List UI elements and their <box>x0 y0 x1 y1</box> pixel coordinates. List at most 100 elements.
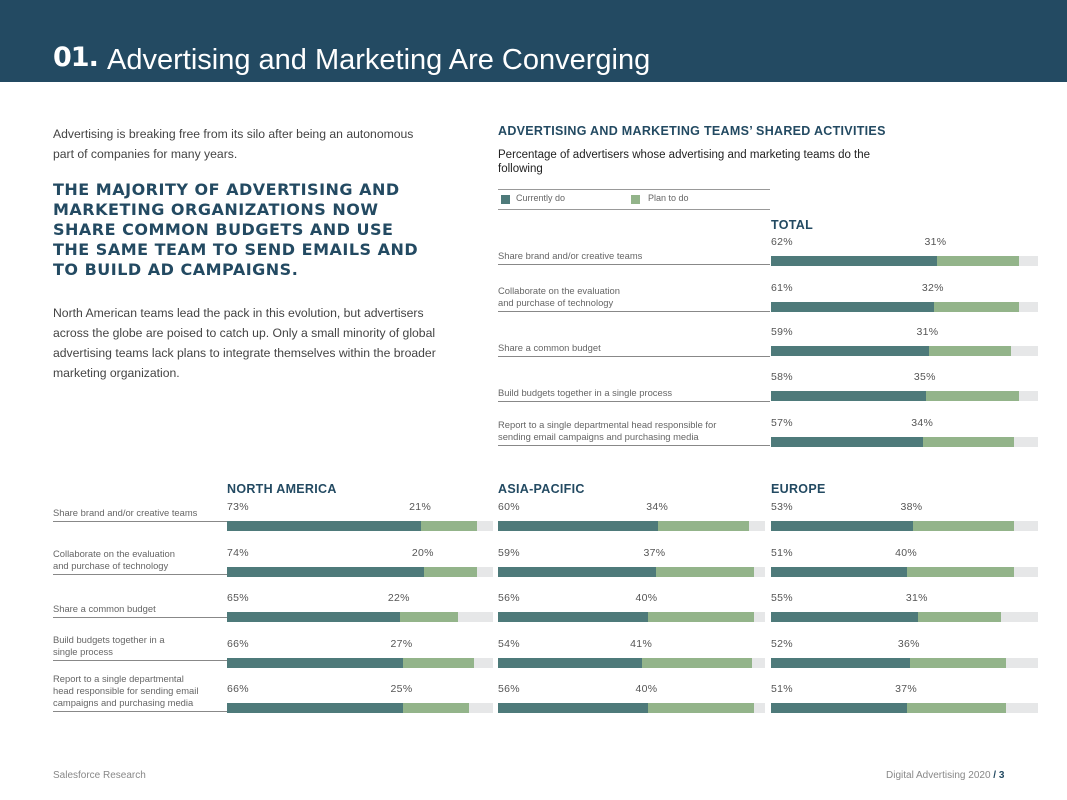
bar-group: 65% 22% <box>227 592 493 622</box>
bar-plan <box>907 703 1006 713</box>
bar-current <box>498 703 648 713</box>
value-label-current: 58% <box>771 371 793 383</box>
row-label-line: Build budgets together in a single proce… <box>498 387 673 398</box>
bar-current <box>227 567 424 577</box>
bar-group: 61% 32% <box>771 282 1038 312</box>
bar-plan <box>907 567 1014 577</box>
value-label-current: 74% <box>227 547 249 559</box>
value-label-plan: 40% <box>895 547 918 559</box>
bar-group: 60% 34% <box>498 501 765 531</box>
legend-swatch-current <box>501 195 510 204</box>
value-label-plan: 41% <box>630 638 653 650</box>
page-title: Advertising and Marketing Are Converging <box>107 44 651 76</box>
bar-current <box>771 612 918 622</box>
bar-plan <box>655 567 755 577</box>
bar-plan <box>928 346 1012 356</box>
bar-current <box>498 567 656 577</box>
bar-plan <box>399 612 459 622</box>
value-label-plan: 21% <box>409 501 432 513</box>
bar-plan <box>642 658 752 668</box>
bar-group: 55% 31% <box>771 592 1038 622</box>
bar-plan <box>402 658 475 668</box>
row-label-line: campaigns and purchasing media <box>53 697 194 708</box>
row-label: Share brand and/or creative teams <box>53 495 227 522</box>
section-number: 01. <box>53 42 99 73</box>
row-label-line: and purchase of technology <box>498 297 614 308</box>
value-label-plan: 25% <box>390 683 413 695</box>
bar-plan <box>658 521 749 531</box>
bar-current <box>227 658 403 668</box>
bar-group: 57% 34% <box>771 417 1038 447</box>
value-label-plan: 31% <box>905 592 928 604</box>
bar-plan <box>912 521 1014 531</box>
legend-label-current: Currently do <box>516 193 566 203</box>
row-label-line: sending email campaigns and purchasing m… <box>498 431 699 442</box>
bar-group: 66% 25% <box>227 683 493 713</box>
value-label-current: 56% <box>498 592 520 604</box>
bar-plan <box>917 612 1001 622</box>
bar-current <box>498 658 643 668</box>
row-label: Collaborate on the evaluation and purchas… <box>53 531 227 575</box>
bar-current <box>227 521 422 531</box>
row-label: Share a common budget <box>498 322 770 357</box>
value-label-plan: 31% <box>924 236 947 248</box>
bar-group: 52% 36% <box>771 638 1038 668</box>
bar-group: 58% 35% <box>771 371 1038 401</box>
value-label-current: 54% <box>498 638 520 650</box>
bar-group: 74% 20% <box>227 547 493 577</box>
bar-current <box>771 521 913 531</box>
section-heading-asia-pacific: ASIA-PACIFIC <box>498 482 585 496</box>
bar-plan <box>933 302 1020 312</box>
bar-current <box>227 612 400 622</box>
bar-current <box>227 703 403 713</box>
row-label-line: Build budgets together in a <box>53 634 165 645</box>
value-label-current: 51% <box>771 547 793 559</box>
bar-current <box>771 567 908 577</box>
row-label-line: Share a common budget <box>53 603 156 614</box>
bar-plan <box>909 658 1006 668</box>
row-label: Build budgets together in a single proce… <box>498 367 770 402</box>
bar-group: 56% 40% <box>498 592 765 622</box>
bar-current <box>771 703 908 713</box>
row-label-line: Collaborate on the evaluation <box>53 548 175 559</box>
row-label-line: single process <box>53 646 113 657</box>
bar-current <box>771 346 929 356</box>
value-label-plan: 40% <box>635 592 658 604</box>
value-label-current: 53% <box>771 501 793 513</box>
bar-plan <box>423 567 478 577</box>
bar-current <box>771 658 910 668</box>
row-label-line: Share brand and/or creative teams <box>498 250 643 261</box>
value-label-current: 65% <box>227 592 249 604</box>
value-label-current: 59% <box>771 326 793 338</box>
row-label: Build budgets together in a single proces… <box>53 619 227 661</box>
bar-plan <box>923 437 1014 447</box>
value-label-current: 66% <box>227 683 249 695</box>
value-label-plan: 31% <box>916 326 939 338</box>
bar-group: 62% 31% <box>771 236 1038 266</box>
value-label-current: 52% <box>771 638 793 650</box>
value-label-plan: 38% <box>900 501 923 513</box>
row-label: Share brand and/or creative teams <box>498 228 770 265</box>
value-label-plan: 37% <box>643 547 666 559</box>
bar-group: 53% 38% <box>771 501 1038 531</box>
value-label-plan: 37% <box>895 683 918 695</box>
chart-title: ADVERTISING AND MARKETING TEAMS’ SHARED … <box>498 124 886 138</box>
bar-current <box>771 302 934 312</box>
bar-current <box>771 391 926 401</box>
section-heading-europe: EUROPE <box>771 482 826 496</box>
value-label-plan: 36% <box>897 638 920 650</box>
value-label-current: 60% <box>498 501 520 513</box>
row-label-line: Collaborate on the evaluation <box>498 285 620 296</box>
bar-group: 54% 41% <box>498 638 765 668</box>
value-label-current: 51% <box>771 683 793 695</box>
value-label-plan: 27% <box>390 638 413 650</box>
row-label-line: Share a common budget <box>498 342 601 353</box>
bar-plan <box>402 703 470 713</box>
row-label-line: head responsible for sending email <box>53 685 199 696</box>
headline: THE MAJORITY OF ADVERTISING AND MARKETIN… <box>53 180 419 279</box>
chart-subtitle: Percentage of advertisers whose advertis… <box>498 149 871 175</box>
footer-separator: / <box>993 770 997 781</box>
row-label: Report to a single departmental head res… <box>498 403 770 446</box>
bar-plan <box>647 612 755 622</box>
bar-current <box>498 612 648 622</box>
